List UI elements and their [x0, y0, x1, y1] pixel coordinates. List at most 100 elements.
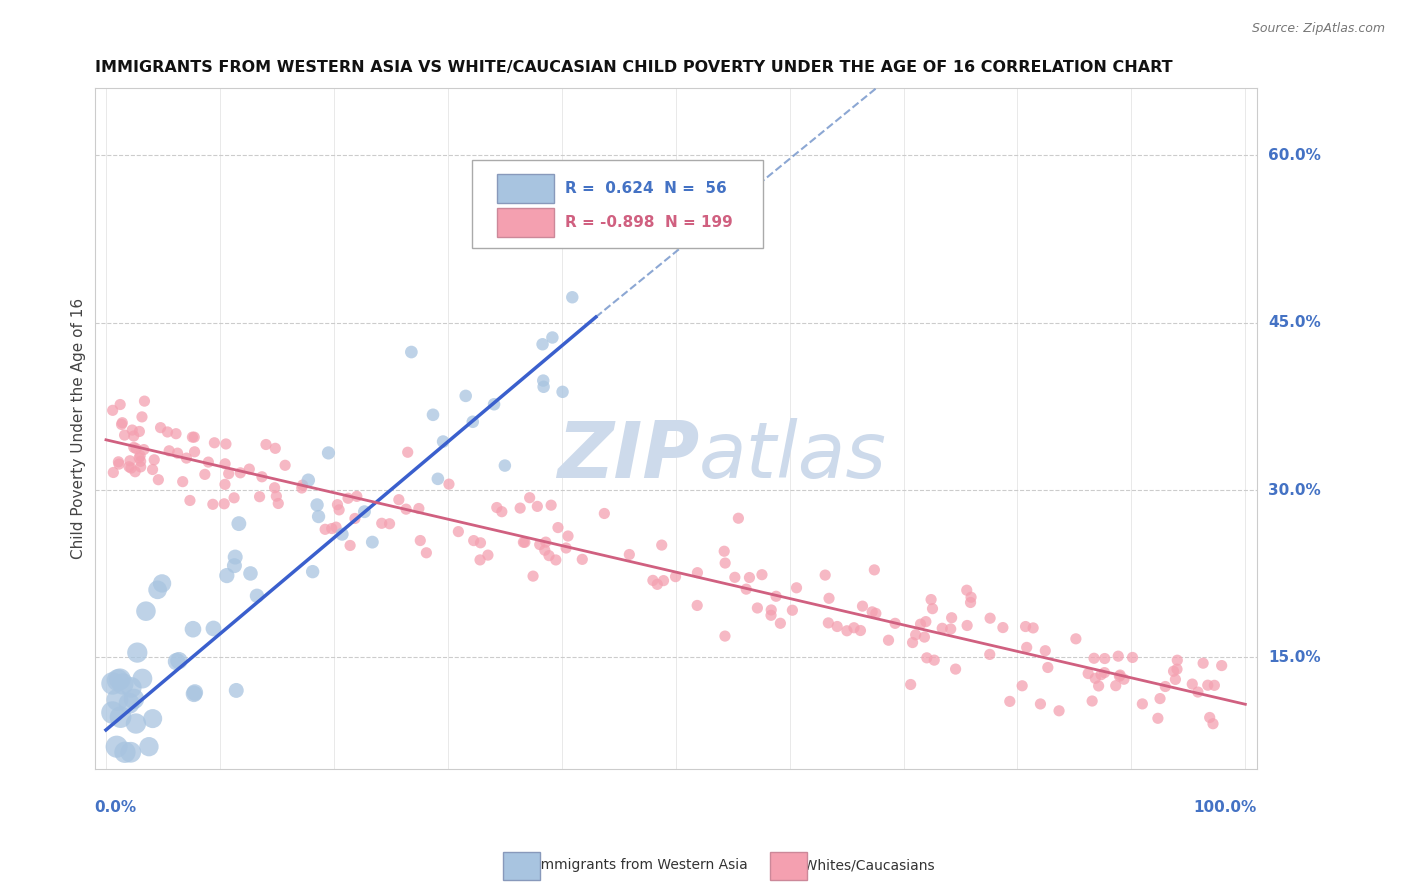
Point: [224, 558, 246, 573]
Point: [118, 459, 141, 474]
Point: [1192, 656, 1215, 670]
Point: [129, 459, 152, 474]
Point: [956, 583, 979, 598]
Point: [512, 535, 534, 549]
Point: [422, 408, 444, 422]
Point: [408, 501, 430, 516]
Point: [228, 516, 250, 531]
Point: [142, 462, 165, 476]
Point: [183, 687, 205, 701]
Point: [131, 409, 153, 424]
Point: [167, 654, 190, 668]
Point: [1202, 716, 1225, 731]
Point: [266, 489, 288, 503]
Point: [1211, 658, 1233, 673]
Point: [1154, 680, 1177, 694]
Point: [254, 437, 277, 451]
Point: [1109, 668, 1132, 682]
Point: [149, 420, 172, 434]
Point: [900, 677, 922, 691]
Text: IMMIGRANTS FROM WESTERN ASIA VS WHITE/CAUCASIAN CHILD POVERTY UNDER THE AGE OF 1: IMMIGRANTS FROM WESTERN ASIA VS WHITE/CA…: [94, 60, 1173, 75]
Point: [225, 683, 247, 698]
Point: [215, 568, 238, 582]
Point: [172, 475, 194, 489]
Text: 100.0%: 100.0%: [1194, 799, 1257, 814]
Point: [110, 417, 132, 432]
Point: [1015, 640, 1038, 655]
Point: [105, 739, 128, 754]
Point: [107, 673, 129, 688]
Point: [571, 552, 593, 566]
Point: [214, 477, 236, 491]
Point: [470, 536, 492, 550]
Point: [842, 621, 865, 635]
Point: [267, 496, 290, 510]
FancyBboxPatch shape: [472, 160, 763, 248]
Point: [326, 498, 349, 512]
Point: [125, 716, 148, 731]
Point: [107, 455, 129, 469]
Point: [463, 533, 485, 548]
Point: [222, 491, 245, 505]
Point: [339, 539, 361, 553]
Point: [108, 457, 131, 471]
Point: [181, 622, 204, 636]
Point: [120, 681, 142, 695]
Point: [877, 633, 900, 648]
Point: [108, 398, 131, 412]
Point: [1084, 671, 1107, 685]
Point: [197, 455, 219, 469]
Point: [761, 603, 783, 617]
Point: [865, 607, 887, 621]
Point: [998, 694, 1021, 708]
Point: [1094, 651, 1116, 665]
Text: 30.0%: 30.0%: [1268, 483, 1320, 498]
Point: [513, 535, 536, 549]
Point: [664, 569, 686, 583]
Point: [129, 449, 152, 463]
Point: [150, 576, 173, 591]
Point: [249, 490, 271, 504]
Point: [101, 706, 124, 720]
Point: [991, 621, 1014, 635]
Point: [641, 574, 664, 588]
Point: [166, 446, 188, 460]
Point: [120, 745, 142, 759]
Point: [143, 452, 166, 467]
Point: [849, 624, 872, 638]
Point: [735, 582, 758, 596]
Point: [194, 467, 217, 482]
Point: [1029, 697, 1052, 711]
Point: [184, 685, 207, 699]
Point: [534, 535, 557, 549]
Point: [132, 442, 155, 457]
Point: [110, 710, 132, 724]
Point: [531, 337, 554, 351]
Point: [238, 462, 260, 476]
Point: [146, 582, 169, 597]
Point: [1197, 678, 1219, 692]
Point: [128, 425, 150, 439]
Point: [817, 615, 839, 630]
Point: [321, 522, 343, 536]
Point: [1081, 694, 1104, 708]
Point: [686, 599, 709, 613]
Point: [105, 693, 128, 707]
Point: [157, 443, 180, 458]
Point: [651, 538, 673, 552]
Point: [1164, 673, 1187, 687]
Point: [330, 527, 353, 541]
Point: [931, 621, 953, 635]
Point: [561, 290, 583, 304]
Point: [263, 481, 285, 495]
Point: [212, 497, 235, 511]
Point: [138, 739, 160, 754]
Point: [103, 466, 125, 480]
Point: [239, 566, 262, 581]
Point: [122, 692, 145, 706]
Point: [1187, 685, 1209, 699]
Y-axis label: Child Poverty Under the Age of 16: Child Poverty Under the Age of 16: [72, 298, 86, 559]
Point: [491, 505, 513, 519]
Point: [652, 574, 675, 588]
Point: [825, 619, 848, 633]
